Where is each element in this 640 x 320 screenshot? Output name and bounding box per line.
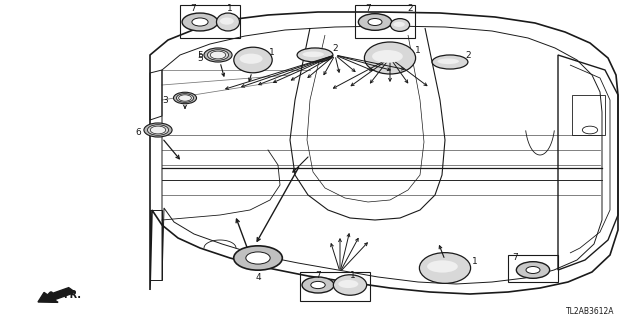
FancyArrow shape: [38, 288, 76, 302]
Ellipse shape: [333, 275, 367, 295]
Text: 4: 4: [255, 274, 261, 283]
Text: 3: 3: [162, 95, 168, 105]
Circle shape: [358, 14, 392, 30]
Text: FR.: FR.: [63, 290, 81, 300]
Circle shape: [207, 50, 228, 60]
Circle shape: [144, 123, 172, 137]
Circle shape: [150, 126, 166, 134]
Bar: [180, 5, 240, 38]
Text: 6: 6: [135, 127, 141, 137]
Circle shape: [204, 48, 232, 62]
Ellipse shape: [372, 50, 403, 63]
Ellipse shape: [393, 22, 405, 27]
Circle shape: [182, 13, 218, 31]
Circle shape: [234, 246, 282, 270]
Text: 1: 1: [269, 47, 275, 57]
Text: 7: 7: [512, 253, 518, 262]
Text: 5: 5: [197, 51, 203, 60]
Bar: [355, 5, 415, 38]
Text: 5: 5: [197, 53, 203, 62]
Circle shape: [516, 262, 550, 278]
Ellipse shape: [390, 19, 410, 31]
Text: 2: 2: [465, 51, 471, 60]
Bar: [508, 255, 558, 282]
Circle shape: [173, 92, 196, 104]
Ellipse shape: [216, 13, 239, 31]
Circle shape: [211, 51, 226, 59]
Text: 7: 7: [365, 4, 371, 12]
Circle shape: [368, 19, 382, 26]
Circle shape: [302, 277, 334, 293]
Circle shape: [526, 267, 540, 274]
Ellipse shape: [427, 260, 458, 273]
Ellipse shape: [297, 48, 333, 62]
Ellipse shape: [234, 47, 272, 73]
Ellipse shape: [419, 253, 470, 284]
Circle shape: [192, 18, 208, 26]
Circle shape: [179, 95, 191, 101]
Ellipse shape: [432, 55, 468, 69]
Text: 1: 1: [472, 258, 478, 267]
Circle shape: [147, 125, 168, 135]
Ellipse shape: [438, 59, 459, 64]
Text: 7: 7: [190, 4, 196, 12]
Ellipse shape: [364, 42, 415, 74]
Text: 7: 7: [315, 270, 321, 279]
Circle shape: [246, 252, 270, 264]
Text: 2: 2: [332, 44, 338, 52]
Circle shape: [177, 94, 194, 102]
Ellipse shape: [339, 280, 358, 288]
Text: 2: 2: [407, 4, 413, 12]
Bar: [300, 272, 370, 301]
Text: 1: 1: [350, 270, 356, 279]
Ellipse shape: [303, 52, 324, 57]
Bar: [572, 95, 605, 135]
Text: 1: 1: [415, 45, 421, 54]
Text: TL2AB3612A: TL2AB3612A: [566, 308, 614, 316]
Ellipse shape: [239, 53, 262, 64]
Ellipse shape: [220, 18, 234, 25]
Text: 1: 1: [227, 4, 233, 12]
Circle shape: [311, 281, 325, 289]
